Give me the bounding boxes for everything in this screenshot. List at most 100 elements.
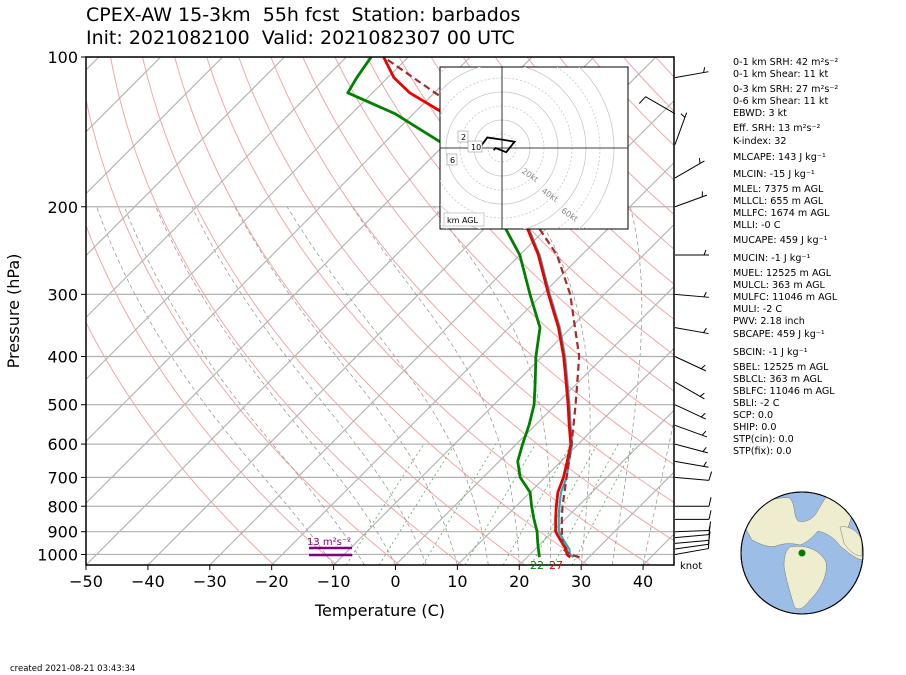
y-tick-label: 300 (47, 285, 78, 304)
param-line: MLCAPE: 143 J kg⁻¹ (733, 152, 826, 163)
param-line: SBEL: 12525 m AGL (733, 362, 829, 373)
barb-feather (701, 430, 707, 436)
surface-dewpoint-label: 22 (530, 559, 544, 572)
param-line: SBLCL: 363 m AGL (733, 374, 823, 385)
wind-barb (674, 521, 712, 533)
isotherm-line (86, 57, 471, 443)
param-line: STP(fix): 0.0 (733, 446, 792, 457)
dry-adiabat (398, 57, 674, 356)
isotherm-line (271, 161, 674, 565)
wind-barb (674, 67, 709, 79)
barb-staff (674, 381, 705, 400)
barb-staff (674, 404, 707, 420)
hodograph-height-label: 6 (450, 156, 455, 165)
globe-land (783, 546, 827, 610)
wind-barb (674, 531, 711, 544)
isotherm-line (333, 223, 674, 565)
param-line: MULI: -2 C (733, 304, 783, 315)
barb-staff (645, 96, 676, 115)
barb-feather (703, 67, 706, 73)
moist-adiabat (611, 206, 643, 565)
dry-adiabat (334, 57, 674, 429)
moist-adiabat (642, 418, 674, 565)
dry-adiabat (110, 57, 463, 565)
chart-title: CPEX-AW 15-3km 55h fcst Station: barbado… (86, 4, 520, 50)
param-line: SHIP: 0.0 (733, 422, 777, 433)
x-tick-label: 40 (633, 572, 653, 591)
barb-staff (674, 424, 708, 438)
barb-staff (674, 327, 709, 335)
isotherm-line (395, 285, 674, 565)
param-line: MLEL: 7375 m AGL (733, 184, 824, 195)
x-tick-label: 10 (447, 572, 467, 591)
y-tick-label: 500 (47, 396, 78, 415)
barb-feather (708, 531, 711, 541)
param-line: STP(cin): 0.0 (733, 434, 794, 445)
title-line-1: CPEX-AW 15-3km 55h fcst Station: barbado… (86, 4, 521, 26)
barb-staff (674, 530, 709, 533)
dry-adiabat (86, 321, 275, 565)
param-line: SBCIN: -1 J kg⁻¹ (733, 347, 808, 358)
barb-staff (674, 194, 708, 208)
barb-staff (674, 534, 709, 539)
barb-staff (674, 293, 709, 298)
barb-feather (698, 158, 701, 164)
isotherm-line (456, 347, 674, 565)
hodograph-height-marker: 2 (457, 130, 469, 143)
param-line: SBLFC: 11046 m AGL (733, 386, 835, 397)
barb-feather (702, 446, 707, 452)
barb-staff (674, 71, 709, 79)
wind-barb (675, 510, 712, 520)
wind-barb (674, 191, 708, 208)
barb-feather (708, 510, 712, 520)
param-line: PWV: 2.18 inch (733, 316, 805, 327)
wind-barb (674, 291, 709, 298)
isotherm-line (209, 99, 674, 565)
x-tick-label: −40 (131, 572, 165, 591)
wind-barb (674, 471, 713, 481)
isotherm-line (86, 57, 409, 381)
x-tick-label: −20 (255, 572, 289, 591)
param-line: MULCL: 363 m AGL (733, 280, 825, 291)
barb-feather (700, 412, 706, 418)
station-globe (740, 491, 864, 615)
x-tick-label: 0 (390, 572, 400, 591)
moist-adiabat (531, 206, 591, 565)
isotherm-line (580, 471, 674, 565)
barb-feather (703, 461, 707, 467)
wind-barb (674, 327, 709, 335)
barb-feather (708, 471, 713, 481)
isotherm-line (86, 57, 162, 133)
param-line: MUEL: 12525 m AGL (733, 268, 832, 279)
wind-barb (674, 356, 707, 372)
barb-staff (674, 460, 709, 468)
barb-feather (708, 521, 712, 531)
param-line: EBWD: 3 kt (733, 108, 787, 119)
mixing-ratio-line (422, 443, 497, 565)
param-line: MUCIN: -1 J kg⁻¹ (733, 253, 811, 264)
moist-adiabat (191, 206, 427, 565)
param-line: SBLI: -2 C (733, 398, 780, 409)
param-line: 0-1 km Shear: 11 kt (733, 69, 829, 80)
param-line: K-index: 32 (733, 136, 787, 147)
dry-adiabat (462, 57, 674, 285)
barb-staff (674, 112, 688, 145)
param-line: MULFC: 11046 m AGL (733, 292, 838, 303)
barb-staff (674, 543, 709, 550)
plot-frame (85, 56, 675, 566)
dry-adiabat (206, 57, 651, 565)
moist-adiabat (234, 206, 458, 565)
barb-feather (680, 113, 686, 118)
moist-adiabat (155, 206, 396, 565)
y-tick-label: 600 (47, 435, 78, 454)
mixing-ratio-line (571, 443, 636, 565)
barb-staff (674, 160, 705, 179)
param-line: SCP: 0.0 (733, 410, 774, 421)
barb-feather (703, 249, 707, 256)
y-tick-label: 800 (47, 497, 78, 516)
created-timestamp: created 2021-08-21 03:43:34 (10, 664, 136, 674)
barb-feather (708, 497, 712, 507)
barb-feather (703, 327, 707, 333)
barb-unit-label: knot (680, 561, 702, 572)
